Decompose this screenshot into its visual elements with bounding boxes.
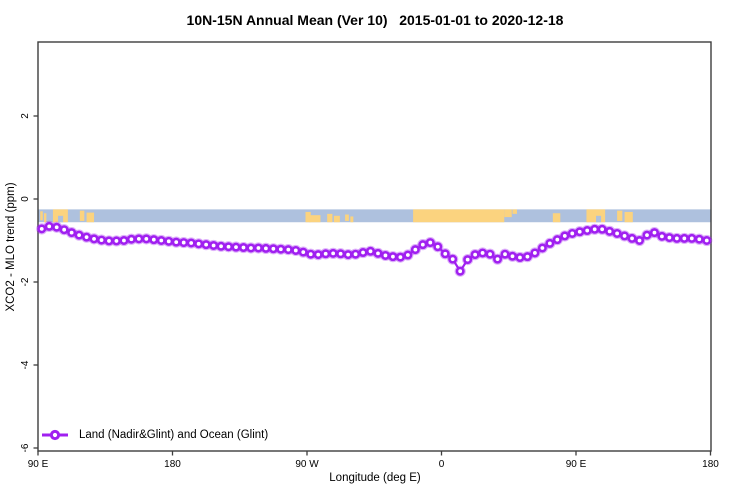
data-point: [37, 224, 47, 234]
data-point-halo: [462, 253, 474, 266]
y-tick-label: 2: [20, 113, 31, 119]
data-point: [552, 235, 562, 245]
data-point-halo: [439, 248, 451, 260]
data-point: [52, 222, 62, 232]
data-point: [67, 228, 77, 238]
land-patch: [350, 216, 354, 223]
x-tick-label: 90 E: [566, 459, 587, 470]
data-point-halo: [701, 234, 713, 247]
data-point: [440, 249, 450, 259]
data-point: [642, 230, 652, 240]
legend: Land (Nadir&Glint) and Ocean (Glint): [40, 427, 268, 443]
data-point: [560, 231, 570, 241]
data-point: [649, 228, 659, 238]
y-tick-label: -2: [20, 277, 31, 286]
legend-marker-icon: [42, 429, 68, 441]
data-point: [59, 225, 69, 235]
land-patch: [617, 210, 623, 221]
chart-title: 10N-15N Annual Mean (Ver 10) 2015-01-01 …: [186, 12, 564, 28]
land-patch: [43, 213, 47, 223]
data-point-halo: [529, 247, 541, 259]
data-point-halo: [424, 236, 436, 249]
data-point-halo: [447, 253, 459, 265]
land-patch: [40, 211, 43, 221]
land-patch: [333, 215, 340, 223]
data-point: [298, 247, 308, 257]
land-patch: [345, 214, 349, 221]
ocean-band: [38, 209, 711, 223]
land-patch: [624, 211, 633, 223]
land-patch: [327, 213, 333, 223]
data-point: [485, 249, 495, 259]
x-tick-label: 180: [164, 459, 181, 470]
data-point: [373, 248, 383, 258]
plot-box: [37, 41, 712, 452]
data-point-halo: [648, 227, 661, 239]
data-point: [448, 254, 458, 264]
water-notch: [58, 215, 64, 223]
data-point: [433, 242, 443, 252]
land-patch: [586, 209, 606, 223]
data-point: [605, 226, 615, 236]
x-tick-label: 180: [702, 459, 719, 470]
land-patch: [512, 209, 517, 214]
land-patch: [86, 212, 95, 223]
y-tick-label: -4: [20, 360, 31, 369]
y-tick-label: -6: [20, 443, 31, 452]
data-point: [493, 254, 503, 264]
data-point-halo: [491, 253, 504, 265]
data-point: [537, 243, 547, 253]
data-point-halo: [409, 244, 421, 256]
data-point-halo: [521, 251, 534, 263]
data-point: [291, 245, 301, 255]
data-point: [351, 249, 361, 259]
x-tick-label: 90 W: [295, 459, 319, 470]
land-patch: [413, 209, 505, 223]
data-point: [702, 236, 712, 246]
data-point-halo: [633, 234, 646, 247]
data-point: [500, 249, 510, 259]
data-point-halo: [484, 248, 496, 260]
data-point-halo: [551, 234, 563, 246]
data-point: [418, 240, 428, 250]
x-tick-label: 90 E: [28, 459, 49, 470]
data-point: [567, 228, 577, 238]
data-point: [403, 250, 413, 260]
x-axis-label: Longitude (deg E): [329, 472, 421, 484]
data-point: [635, 236, 645, 246]
data-point: [627, 233, 637, 243]
data-point-halo: [536, 242, 548, 254]
data-point-halo: [544, 237, 556, 250]
data-point: [597, 224, 607, 234]
data-point: [530, 248, 540, 258]
x-tick-label: 0: [439, 459, 445, 470]
data-point: [366, 246, 376, 256]
land-patch: [79, 210, 85, 221]
data-point-halo: [432, 241, 444, 253]
data-point: [620, 231, 630, 241]
water-notch: [596, 215, 602, 223]
data-point: [455, 266, 465, 276]
data-point: [425, 238, 435, 248]
data-point-halo: [454, 265, 466, 277]
data-point-halo: [402, 249, 414, 261]
data-point: [395, 252, 405, 262]
data-point: [522, 252, 532, 262]
land-patch: [504, 209, 512, 218]
data-point: [470, 250, 480, 260]
y-tick-label: 0: [20, 196, 31, 202]
data-point: [74, 230, 84, 240]
data-point: [82, 232, 92, 242]
land-patch: [305, 211, 311, 223]
data-point: [410, 245, 420, 255]
land-patch: [552, 213, 561, 223]
data-point: [463, 255, 473, 265]
data-point: [612, 228, 622, 238]
land-patch: [309, 215, 321, 223]
data-point: [545, 238, 555, 248]
legend-label: Land (Nadir&Glint) and Ocean (Glint): [79, 429, 269, 441]
